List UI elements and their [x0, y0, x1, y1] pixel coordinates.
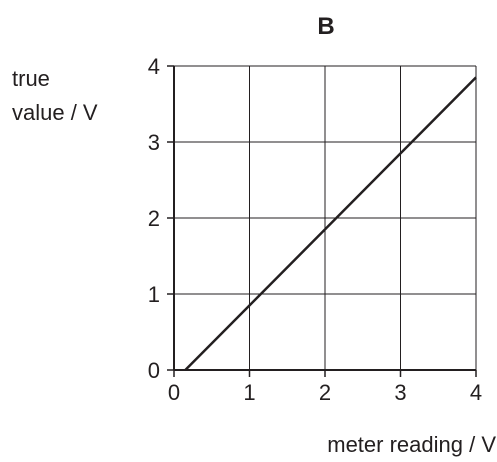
grid [173, 65, 477, 371]
y-tick-label: 3 [148, 130, 160, 155]
y-axis-label-line-1: true [12, 66, 50, 91]
y-axis-label-line-2: value / V [12, 100, 98, 125]
series [184, 76, 477, 371]
tick-labels: 0 1 2 3 4 0 1 2 3 4 [148, 54, 482, 405]
x-tick-label: 4 [470, 380, 482, 405]
ticks [167, 65, 477, 377]
series-line [184, 76, 477, 371]
y-tick-label: 2 [148, 206, 160, 231]
x-tick-label: 1 [243, 380, 255, 405]
chart-title: B [317, 13, 334, 40]
y-tick-label: 0 [148, 358, 160, 383]
y-tick-label: 4 [148, 54, 160, 79]
y-tick-label: 1 [148, 282, 160, 307]
x-tick-label: 3 [394, 380, 406, 405]
x-axis-label: meter reading / V [327, 432, 496, 457]
x-tick-label: 0 [168, 380, 180, 405]
x-tick-label: 2 [319, 380, 331, 405]
